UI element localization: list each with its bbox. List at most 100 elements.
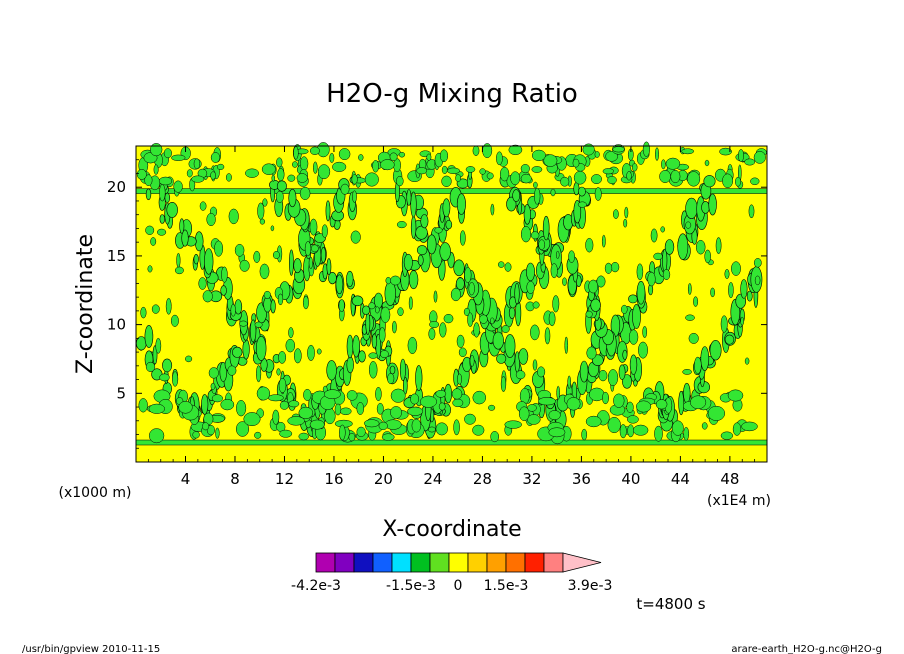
colorbar-swatch: [372, 552, 393, 573]
anomaly-cell: [504, 420, 522, 429]
anomaly-cell: [279, 429, 293, 438]
anomaly-streak: [164, 192, 171, 204]
anomaly-cell: [499, 166, 510, 182]
anomaly-cell: [385, 276, 392, 285]
anomaly-cell: [407, 336, 418, 355]
anomaly-cell: [701, 422, 708, 430]
anomaly-cell: [596, 275, 606, 288]
anomaly-cell: [380, 306, 391, 323]
x-tick-label: 16: [324, 470, 343, 488]
anomaly-cell: [732, 422, 742, 436]
anomaly-cell: [464, 266, 472, 284]
anomaly-cell: [748, 204, 755, 219]
x-tick-label: 24: [423, 470, 442, 488]
anomaly-cell: [550, 263, 558, 279]
anomaly-streak: [320, 247, 327, 264]
anomaly-cell: [585, 310, 593, 318]
anomaly-cell: [727, 389, 744, 402]
anomaly-cell: [598, 369, 608, 382]
colorbar-swatch: [315, 552, 336, 573]
anomaly-cell: [446, 167, 461, 174]
anomaly-cell: [688, 332, 699, 344]
anomaly-cell: [719, 147, 732, 156]
anomaly-streak: [578, 186, 586, 197]
anomaly-cell: [293, 348, 302, 364]
anomaly-cell: [228, 208, 239, 225]
anomaly-cell: [533, 181, 538, 189]
anomaly-cell: [548, 311, 556, 327]
anomaly-streak: [408, 270, 419, 290]
anomaly-cell: [380, 350, 389, 359]
anomaly-cell: [208, 367, 219, 379]
anomaly-cell: [552, 295, 560, 313]
anomaly-cell: [210, 152, 221, 163]
anomaly-cell: [245, 168, 259, 178]
anomaly-cell: [586, 346, 597, 360]
x-tick-label: 8: [230, 470, 240, 488]
anomaly-cell: [239, 320, 248, 327]
anomaly-cell: [254, 321, 263, 328]
anomaly-cell: [550, 188, 556, 197]
colorbar-swatch: [391, 552, 412, 573]
anomaly-streak: [504, 334, 516, 358]
anomaly-cell: [172, 371, 179, 387]
anomaly-cell: [144, 174, 153, 186]
anomaly-cell: [298, 432, 309, 441]
anomaly-cell: [564, 336, 569, 354]
anomaly-streak: [159, 214, 166, 224]
anomaly-cell: [582, 143, 595, 156]
anomaly-cell: [272, 409, 280, 425]
anomaly-cell: [193, 158, 201, 170]
anomaly-streak: [166, 201, 178, 218]
anomaly-streak: [442, 198, 451, 218]
anomaly-cell: [681, 148, 695, 155]
anomaly-streak: [632, 304, 641, 329]
anomaly-cell: [636, 400, 652, 413]
anomaly-cell: [490, 431, 500, 443]
anomaly-cell: [215, 427, 220, 439]
anomaly-cell: [459, 230, 466, 246]
anomaly-cell: [340, 183, 350, 195]
anomaly-streak: [406, 189, 412, 206]
anomaly-cell: [753, 258, 762, 268]
anomaly-cell: [293, 146, 299, 160]
anomaly-cell: [316, 348, 322, 355]
anomaly-cell: [216, 163, 225, 170]
anomaly-cell: [191, 175, 205, 183]
anomaly-cell: [607, 369, 619, 387]
anomaly-streak: [220, 285, 227, 296]
anomaly-cell: [588, 279, 599, 294]
colorbar-swatch: [353, 552, 374, 573]
colorbar-swatch: [467, 552, 488, 573]
anomaly-cell: [683, 426, 690, 441]
anomaly-cell: [267, 394, 284, 402]
anomaly-cell: [508, 144, 523, 156]
anomaly-cell: [236, 400, 247, 417]
anomaly-cell: [150, 143, 163, 157]
anomaly-cell: [153, 164, 159, 175]
anomaly-cell: [165, 297, 172, 315]
colorbar-label: -4.2e-3: [291, 578, 341, 594]
anomaly-streak: [628, 294, 638, 304]
anomaly-cell: [206, 212, 216, 227]
anomaly-cell: [720, 315, 728, 333]
anomaly-cell: [358, 154, 364, 161]
anomaly-cell: [390, 406, 403, 419]
anomaly-cell: [532, 301, 540, 309]
anomaly-cell: [530, 231, 540, 240]
anomaly-cell: [532, 359, 538, 371]
anomaly-cell: [352, 190, 357, 203]
anomaly-streak: [453, 259, 465, 277]
anomaly-cell: [488, 404, 496, 411]
anomaly-cell: [277, 168, 285, 182]
anomaly-cell: [411, 418, 422, 433]
anomaly-cell: [389, 152, 398, 162]
anomaly-streak: [525, 262, 535, 282]
anomaly-cell: [671, 420, 684, 436]
anomaly-cell: [390, 275, 401, 286]
anomaly-cell: [441, 165, 448, 174]
x-axis: 4 8 12 16 20 24 28 32 36 40 44 48: [147, 146, 756, 488]
anomaly-cell: [650, 228, 658, 243]
anomaly-cell: [740, 316, 745, 326]
anomaly-cell: [566, 397, 581, 411]
